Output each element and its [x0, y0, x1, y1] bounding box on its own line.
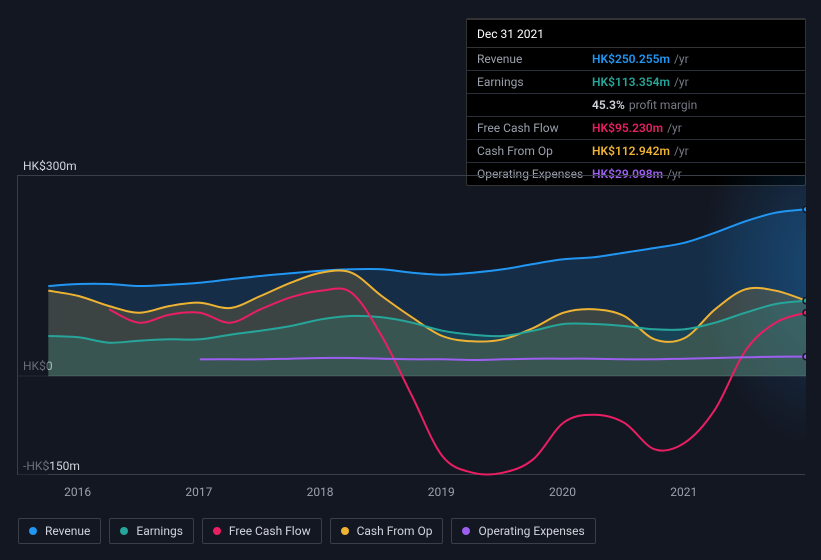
- end-dot-earnings: [803, 298, 806, 304]
- plot-area[interactable]: [17, 175, 805, 475]
- legend-item-earnings[interactable]: Earnings: [109, 518, 194, 544]
- end-dot-operating-expenses: [803, 354, 806, 360]
- legend-dot-icon: [462, 527, 470, 535]
- tooltip-row: Free Cash FlowHK$95.230m/yr: [467, 117, 805, 140]
- tooltip-row-suffix: profit margin: [629, 98, 697, 112]
- tooltip-row: EarningsHK$113.354m/yr: [467, 71, 805, 94]
- legend-label: Cash From Op: [357, 524, 433, 538]
- tooltip-row-label: Earnings: [477, 75, 592, 89]
- chart-svg: [18, 176, 806, 476]
- x-axis-label: 2020: [549, 485, 576, 499]
- x-axis-label: 2021: [670, 485, 697, 499]
- tooltip-row-suffix: /yr: [674, 52, 689, 66]
- tooltip-row-value: HK$250.255m: [592, 52, 670, 66]
- legend-dot-icon: [213, 527, 221, 535]
- end-dot-free-cash-flow: [803, 310, 806, 316]
- legend-label: Free Cash Flow: [229, 524, 311, 538]
- tooltip-date: Dec 31 2021: [467, 20, 805, 48]
- tooltip-row-suffix: /yr: [674, 75, 689, 89]
- x-axis-label: 2019: [428, 485, 455, 499]
- end-dot-revenue: [803, 206, 806, 212]
- legend-label: Operating Expenses: [478, 524, 584, 538]
- tooltip-row-label: Free Cash Flow: [477, 121, 592, 135]
- legend-label: Revenue: [45, 524, 90, 538]
- y-axis-label: HK$300m: [23, 159, 77, 173]
- financial-chart: HK$300mHK$0-HK$150m 20162017201820192020…: [17, 155, 805, 480]
- legend-label: Earnings: [136, 524, 183, 538]
- legend-item-revenue[interactable]: Revenue: [18, 518, 101, 544]
- tooltip-row-suffix: /yr: [667, 121, 682, 135]
- tooltip-row-value: 45.3%: [592, 98, 625, 112]
- x-axis-label: 2016: [64, 485, 91, 499]
- legend-dot-icon: [29, 527, 37, 535]
- legend-dot-icon: [120, 527, 128, 535]
- tooltip-row-label: [477, 98, 592, 112]
- chart-legend: Revenue Earnings Free Cash Flow Cash From O…: [18, 518, 596, 544]
- tooltip-row-value: HK$113.354m: [592, 75, 670, 89]
- tooltip-row: 45.3% profit margin: [467, 94, 805, 117]
- legend-item-cash-from-op[interactable]: Cash From Op: [330, 518, 444, 544]
- tooltip-row-value: HK$95.230m: [592, 121, 663, 135]
- tooltip-row-label: Revenue: [477, 52, 592, 66]
- legend-item-operating-expenses[interactable]: Operating Expenses: [451, 518, 595, 544]
- x-axis-label: 2017: [185, 485, 212, 499]
- legend-dot-icon: [341, 527, 349, 535]
- x-axis-label: 2018: [307, 485, 334, 499]
- legend-item-free-cash-flow[interactable]: Free Cash Flow: [202, 518, 322, 544]
- tooltip-row: RevenueHK$250.255m/yr: [467, 48, 805, 71]
